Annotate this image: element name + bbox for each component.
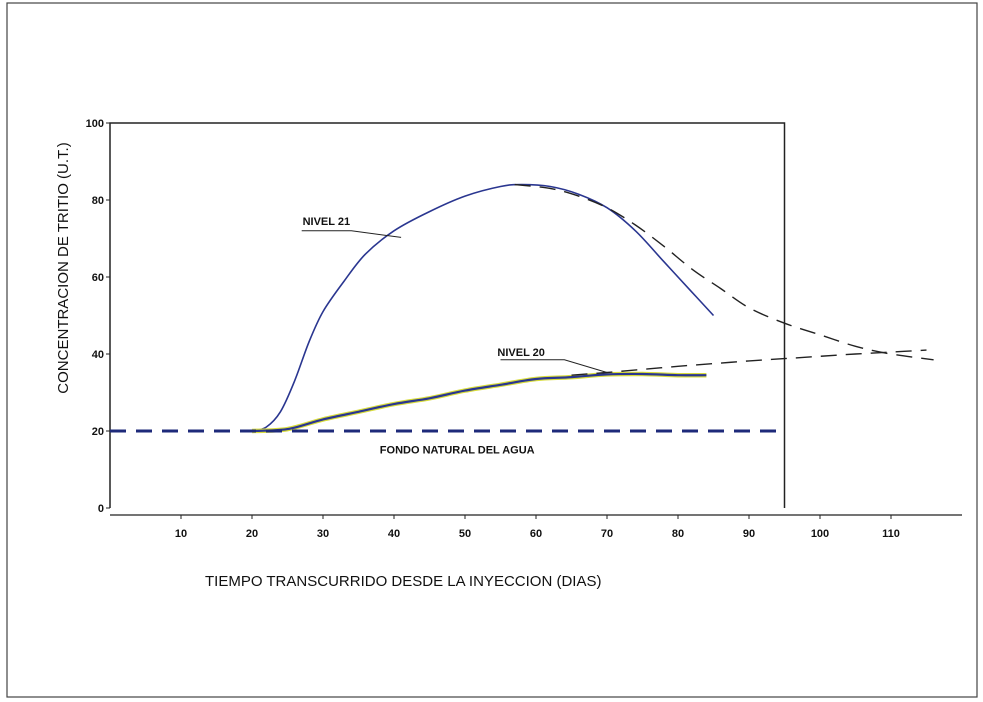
series-nivel-21-measured — [251, 183, 715, 432]
axes: 10 20 30 40 50 60 70 80 90 100 110 0 20 40 60 80 100 — [86, 118, 962, 540]
x-tick-label: 80 — [672, 528, 684, 540]
y-tick-label: 80 — [92, 195, 104, 207]
x-tick-label: 50 — [459, 528, 471, 540]
page-frame — [6, 2, 978, 698]
plot-frame — [109, 122, 786, 508]
series-layer — [110, 183, 934, 434]
x-axis-title: TIEMPO TRANSCURRIDO DESDE LA INYECCION (… — [205, 573, 601, 590]
x-tick-label: 40 — [388, 528, 400, 540]
y-axis-title: CONCENTRACION DE TRITIO (U.T.) — [55, 142, 72, 393]
y-tick-label: 60 — [92, 272, 104, 284]
x-tick-label: 100 — [811, 528, 829, 540]
x-tick-label: 30 — [317, 528, 329, 540]
leader-nivel-20 — [500, 359, 608, 373]
annotations: NIVEL 21 NIVEL 20 FONDO NATURAL DEL AGUA — [301, 216, 608, 456]
x-tick-label: 90 — [743, 528, 755, 540]
x-tick-label: 110 — [882, 528, 900, 540]
x-tick-label: 20 — [246, 528, 258, 540]
label-fondo-natural: FONDO NATURAL DEL AGUA — [380, 444, 535, 456]
series-nivel-21-extrapolated — [514, 183, 934, 361]
y-tick-label: 0 — [98, 503, 104, 515]
y-tick-label: 20 — [92, 426, 104, 438]
x-tick-label: 60 — [530, 528, 542, 540]
series-nivel-20-measured — [251, 372, 707, 433]
y-tick-label: 40 — [92, 349, 104, 361]
x-tick-label: 70 — [601, 528, 613, 540]
label-nivel-20: NIVEL 20 — [497, 347, 545, 359]
plot-frame-border — [109, 122, 786, 508]
x-tick-label: 10 — [175, 528, 187, 540]
series-nivel-20-highlight — [251, 371, 707, 434]
series-nivel-20-extrapolated — [571, 349, 927, 376]
y-tick-label: 100 — [86, 118, 104, 130]
leader-nivel-21 — [301, 230, 402, 238]
label-nivel-21: NIVEL 21 — [303, 216, 351, 228]
